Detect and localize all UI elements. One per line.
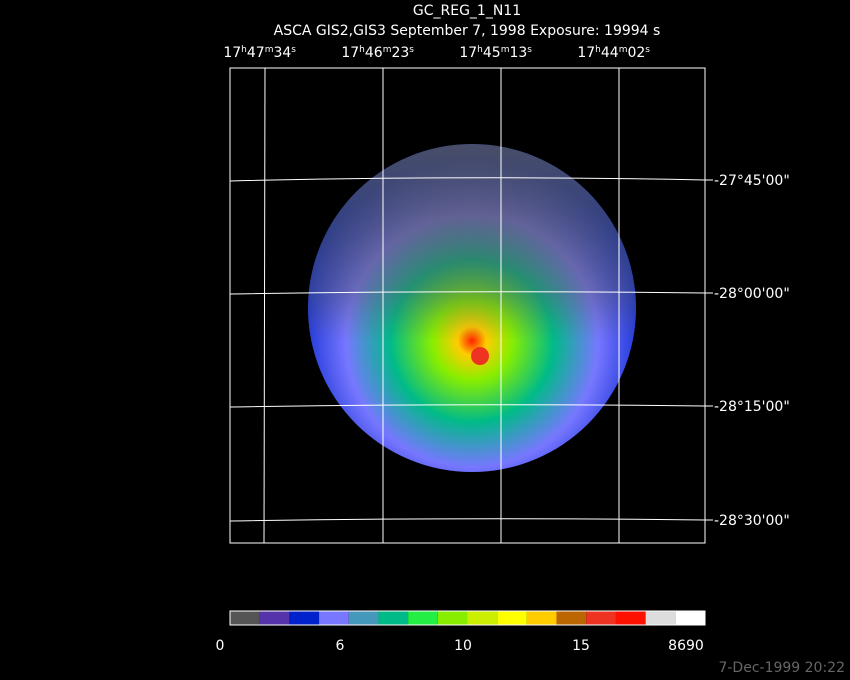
dec-label: -27°45'00" [714,173,790,189]
colorbar-label: 8690 [668,638,704,654]
colorbar-label: 15 [572,638,590,654]
axis-labels: 17h47m34s 17h46m23s 17h45m13s 17h44m02s -27°… [223,45,789,529]
colorbar-segment [437,611,468,625]
colorbar-frame [229,610,706,626]
timestamp: 7-Dec-1999 20:22 [718,660,845,676]
colorbar-label: 10 [454,638,472,654]
subtitle: ASCA GIS2,GIS3 September 7, 1998 Exposur… [274,23,661,39]
colorbar-segment [645,611,676,625]
colorbar-segment [289,611,320,625]
dec-grid-line [229,404,706,408]
title: GC_REG_1_N11 [413,3,521,19]
colorbar-segment [259,611,290,625]
image [308,144,636,472]
dec-label: -28°00'00" [714,286,790,302]
colorbar-segment [586,611,616,625]
colorbar: 0 6 10 15 8690 [216,610,706,654]
colorbar-segment [348,611,379,625]
colorbar-segment [675,611,705,625]
coordinate-grid [229,67,706,544]
dec-grid-line [229,291,706,295]
dec-grid-line [229,177,706,182]
colorbar-segment [526,611,557,625]
colorbar-segment [497,611,527,625]
dec-label: -28°15'00" [714,399,790,415]
dec-grid-line [229,518,706,522]
ra-label: 17h46m23s [341,45,414,61]
ra-label: 17h45m13s [459,45,532,61]
colorbar-label: 6 [336,638,345,654]
ra-grid-line [263,67,266,544]
colorbar-segment [230,611,260,625]
ra-label: 17h47m34s [223,45,296,61]
colorbar-segment [378,611,409,625]
colorbar-segment [319,611,349,625]
background-region [308,144,636,472]
colorbar-label: 0 [216,638,225,654]
colorbar-segment [408,611,438,625]
frame [229,67,706,544]
colorbar-segment [556,611,587,625]
colorbar-segment [615,611,646,625]
dec-label: -28°30'00" [714,513,790,529]
ra-label: 17h44m02s [577,45,650,61]
source [471,347,489,365]
colorbar-segment [467,611,498,625]
